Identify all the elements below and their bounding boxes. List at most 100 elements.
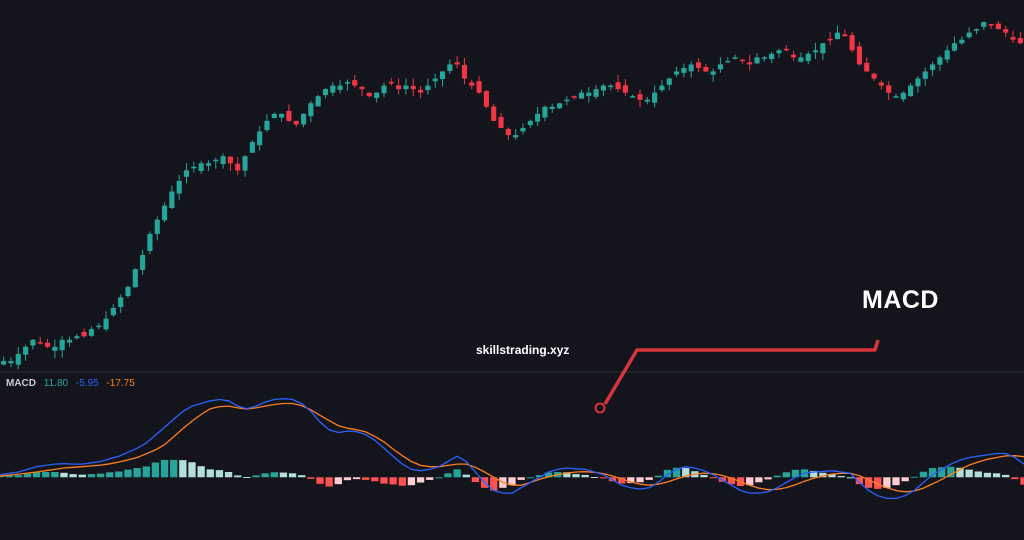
histogram-bar <box>947 466 955 478</box>
price-candle <box>717 57 724 73</box>
candle-body <box>125 286 131 297</box>
histogram-bar <box>179 460 187 478</box>
candle-body <box>337 85 343 90</box>
candle-body <box>820 43 826 54</box>
histogram-bar <box>426 477 434 480</box>
price-candle <box>162 202 168 223</box>
price-candle <box>586 87 592 103</box>
price-candle <box>103 311 109 332</box>
candle-body <box>769 53 775 60</box>
price-candle <box>513 129 519 140</box>
price-candle <box>15 347 21 370</box>
histogram-bar <box>928 468 937 478</box>
candle-body <box>739 59 745 62</box>
histogram-bar <box>892 477 900 486</box>
histogram-bar <box>334 477 342 485</box>
candle-body <box>498 116 504 128</box>
price-candle <box>995 21 1001 30</box>
macd-histogram <box>0 459 1024 491</box>
candle-body <box>849 35 855 51</box>
candle-body <box>483 91 489 107</box>
candle-body <box>593 89 599 97</box>
candle-body <box>871 73 877 79</box>
price-candle <box>564 96 570 106</box>
candle-body <box>286 110 292 121</box>
candle-body <box>198 163 204 171</box>
candle-body <box>227 156 233 164</box>
candle-body <box>622 85 628 93</box>
price-candle <box>176 174 182 201</box>
price-candle <box>337 79 343 94</box>
price-candle <box>703 63 709 73</box>
price-candle <box>930 61 936 76</box>
price-candle <box>681 63 687 78</box>
candle-body <box>900 92 906 100</box>
histogram-bar <box>636 477 644 483</box>
histogram-bar <box>96 473 105 478</box>
price-candle <box>827 32 833 46</box>
price-candle <box>37 336 43 345</box>
price-candle <box>798 52 804 63</box>
candle-body <box>8 360 14 364</box>
price-candle <box>908 83 914 97</box>
histogram-bar <box>270 472 278 478</box>
price-candle <box>886 81 892 100</box>
histogram-bar <box>51 472 59 478</box>
candle-body <box>951 43 958 51</box>
histogram-bar <box>645 477 653 480</box>
candle-body <box>118 297 124 308</box>
price-candle <box>674 66 680 78</box>
candle-body <box>1 360 7 365</box>
candle-body <box>154 219 160 234</box>
histogram-bar <box>837 475 845 478</box>
price-candle <box>644 96 650 105</box>
histogram-bar <box>517 477 525 480</box>
candle-body <box>761 57 767 59</box>
candle-body <box>264 120 270 131</box>
candle-body <box>15 353 21 365</box>
candle-body <box>754 57 760 64</box>
price-candle <box>118 294 124 313</box>
price-candle <box>842 29 848 37</box>
price-candle <box>1 356 7 366</box>
price-candle <box>257 125 263 151</box>
candle-body <box>981 22 987 27</box>
candle-body <box>535 113 541 122</box>
price-candle <box>776 48 782 58</box>
candle-body <box>505 128 511 136</box>
histogram-bar <box>69 474 77 478</box>
candle-body <box>703 66 709 72</box>
price-candle <box>330 81 336 96</box>
candle-body <box>44 342 51 347</box>
price-candle <box>227 156 233 171</box>
price-candle <box>44 338 51 349</box>
histogram-bar <box>810 470 818 478</box>
histogram-bar <box>983 472 992 478</box>
price-candle <box>608 83 614 91</box>
price-candle <box>125 285 131 298</box>
price-candle <box>630 94 636 98</box>
price-candle <box>769 51 775 64</box>
histogram-bar <box>197 466 205 478</box>
histogram-bar <box>243 477 251 479</box>
histogram-bar <box>106 472 114 478</box>
histogram-bar <box>764 477 772 480</box>
price-candle <box>966 27 972 39</box>
histogram-bar <box>0 475 4 478</box>
candle-body <box>674 71 680 75</box>
candle-body <box>886 85 892 93</box>
histogram-bar <box>188 462 196 478</box>
price-candle <box>951 36 958 52</box>
candle-body <box>805 53 811 61</box>
price-candle <box>732 54 738 60</box>
histogram-bar <box>581 474 589 478</box>
histogram-bar <box>252 475 260 478</box>
price-candle <box>66 336 73 347</box>
price-candle <box>761 56 767 62</box>
histogram-bar <box>773 475 781 478</box>
candle-body <box>1017 37 1023 44</box>
candle-body <box>110 307 116 316</box>
histogram-bar <box>160 459 169 478</box>
price-candle <box>754 53 760 64</box>
